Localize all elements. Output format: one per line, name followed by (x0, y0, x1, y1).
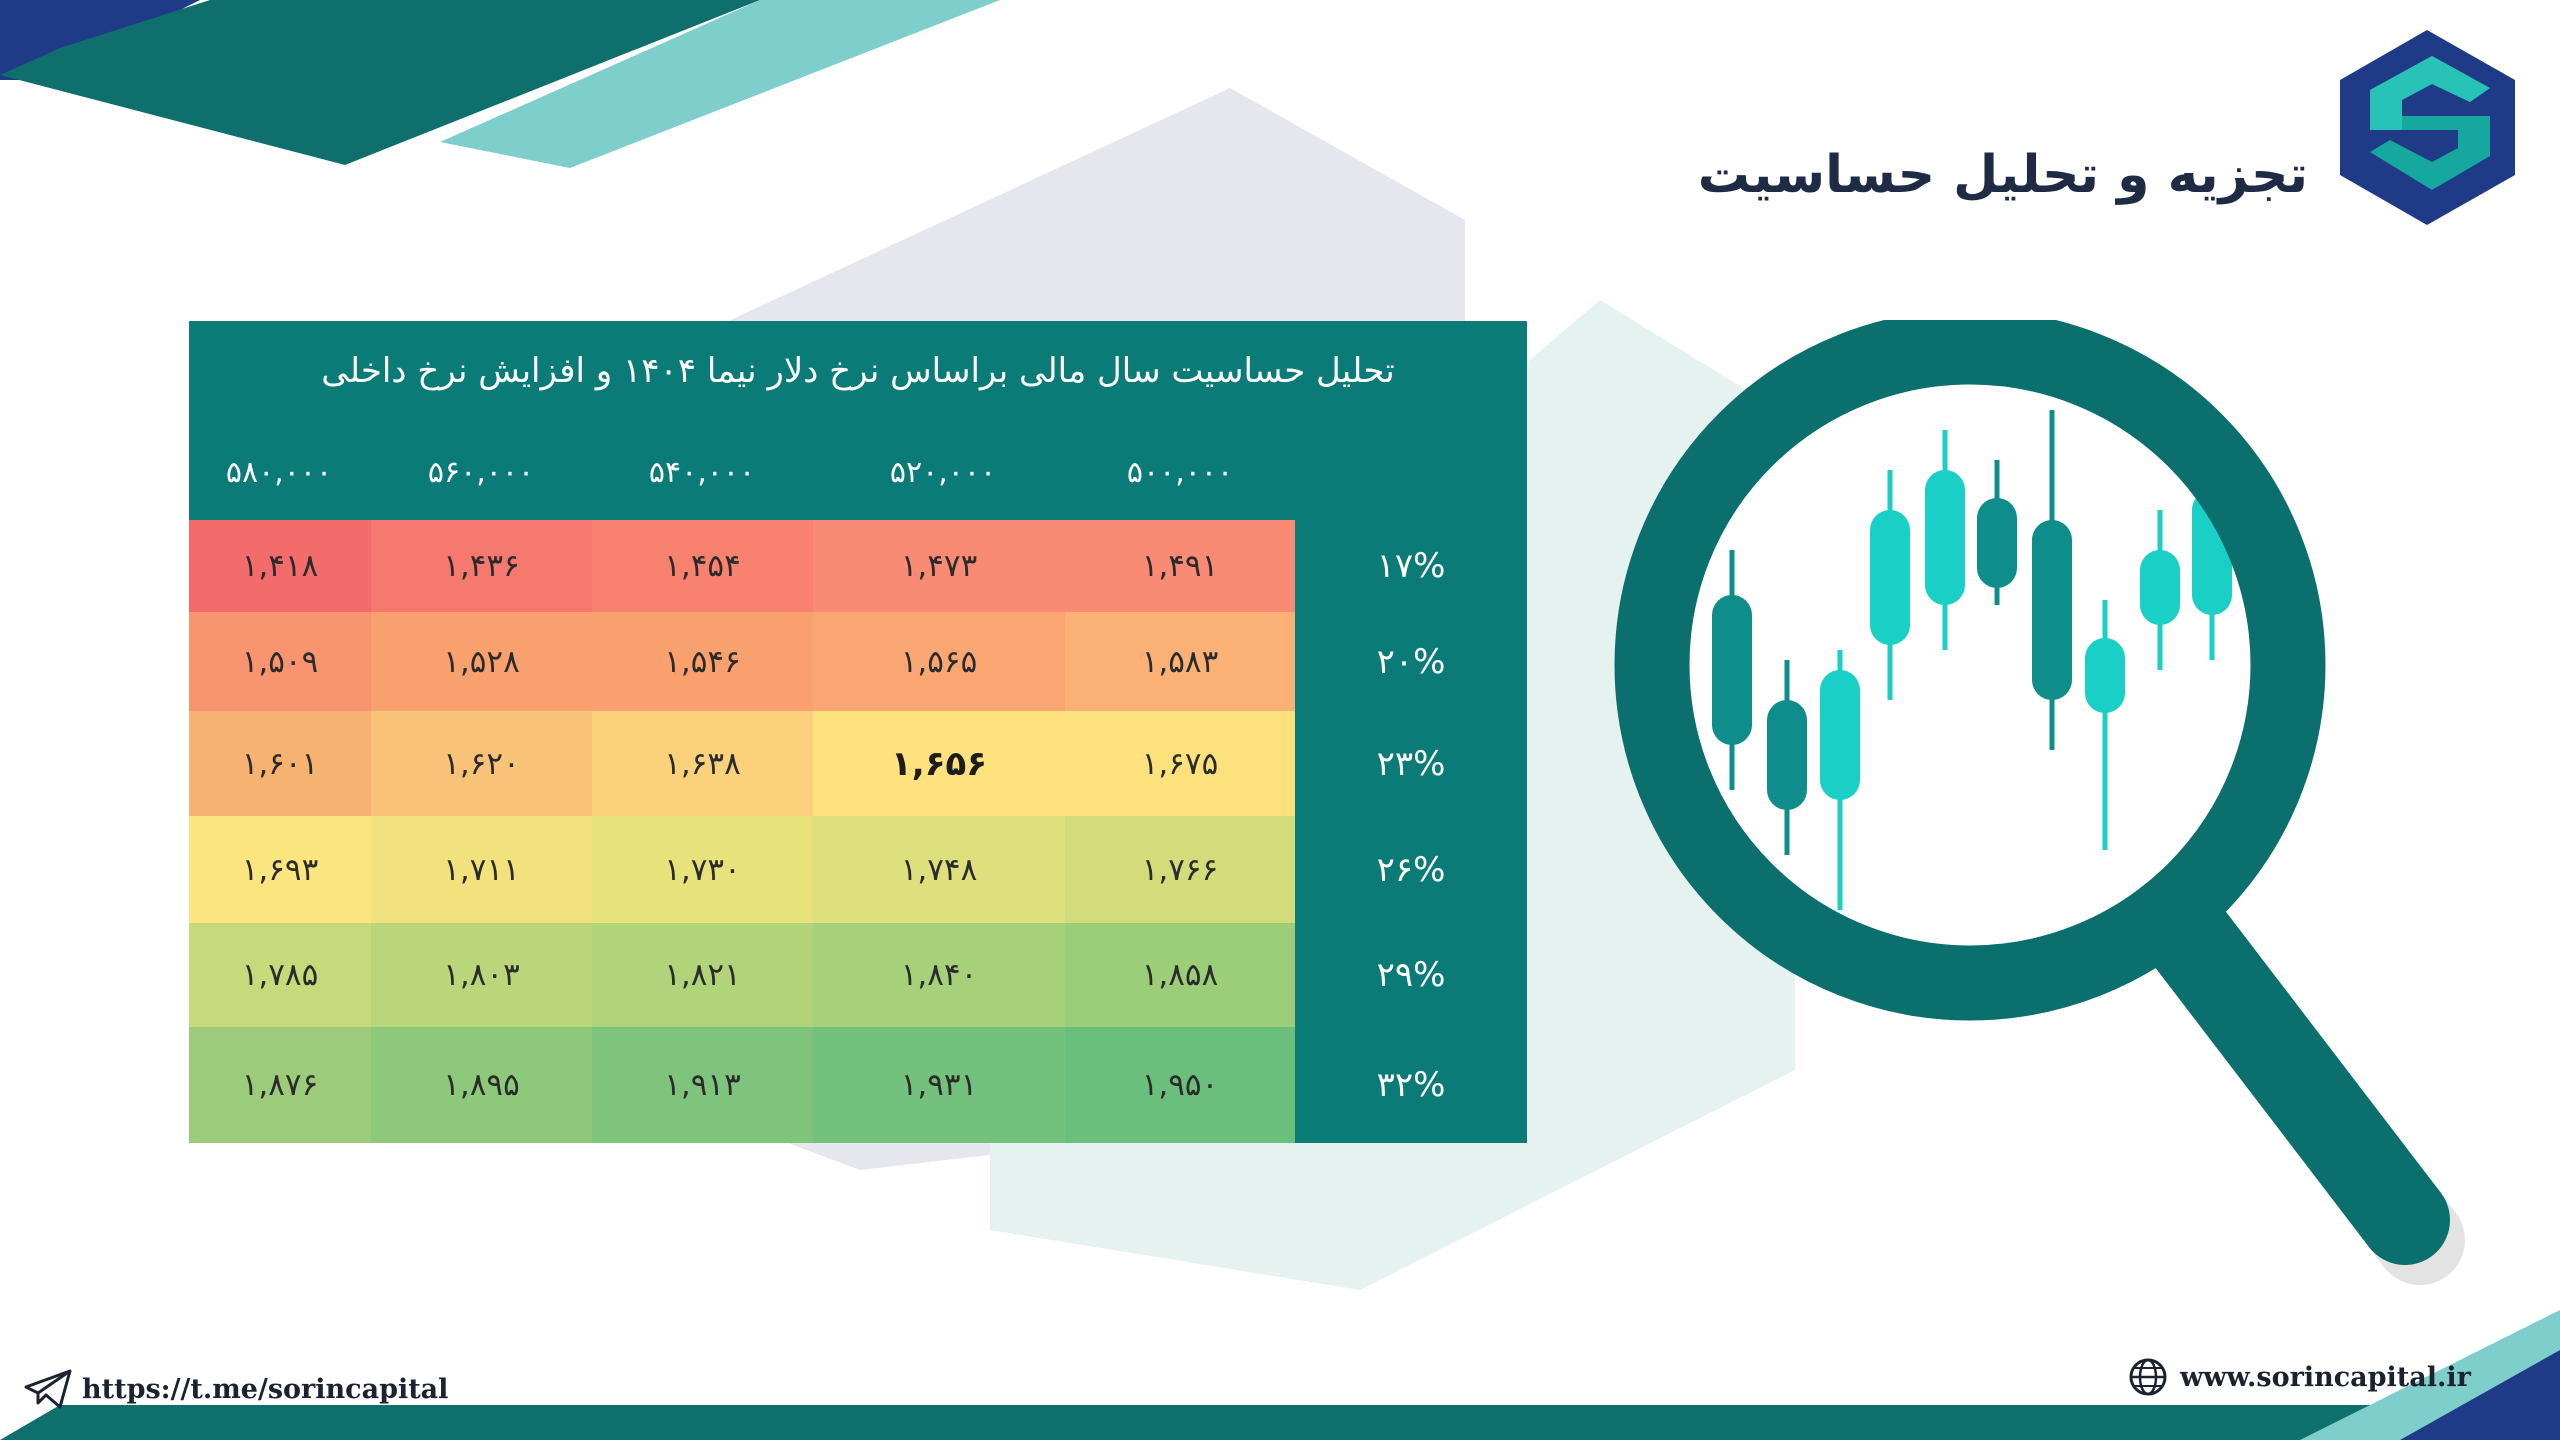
table-cell: ۱,۵۰۹ (189, 612, 371, 711)
table-cell: ۱,۷۶۶ (1065, 816, 1295, 923)
table-cell: ۱,۷۳۰ (592, 816, 813, 923)
sorin-capital-logo-icon (2340, 30, 2515, 225)
table-cell: ۱,۴۱۸ (189, 520, 371, 612)
telegram-link[interactable]: https://t.me/sorincapital (24, 1364, 448, 1414)
row-header: ۱۷% (1376, 546, 1446, 586)
table-cell: ۱,۹۳۱ (813, 1027, 1065, 1143)
table-cell: ۱,۷۴۸ (813, 816, 1065, 923)
table-cell: ۱,۸۴۰ (813, 923, 1065, 1027)
table-cell: ۱,۵۴۶ (592, 612, 813, 711)
table-cell: ۱,۸۹۵ (371, 1027, 592, 1143)
table-cell: ۱,۷۸۵ (189, 923, 371, 1027)
table-cell: ۱,۸۷۶ (189, 1027, 371, 1143)
row-header: ۲۰% (1376, 641, 1446, 682)
row-header: ۲۹% (1376, 955, 1446, 995)
table-cell: ۱,۴۳۶ (371, 520, 592, 612)
magnifier-candlestick-icon (1614, 320, 2465, 1285)
table-cell: ۱,۶۲۰ (371, 711, 592, 816)
table-cell-highlighted: ۱,۶۵۶ (813, 711, 1065, 816)
website-link-text: www.sorincapital.ir (2180, 1361, 2471, 1393)
row-header: ۲۳% (1376, 743, 1446, 784)
website-link[interactable]: www.sorincapital.ir (2128, 1352, 2471, 1402)
table-cell: ۱,۴۷۳ (813, 520, 1065, 612)
table-cell: ۱,۵۶۵ (813, 612, 1065, 711)
table-cell: ۱,۶۳۸ (592, 711, 813, 816)
column-header: ۵۸۰,۰۰۰ (225, 454, 333, 490)
column-header: ۵۰۰,۰۰۰ (1126, 454, 1234, 490)
table-cell: ۱,۹۵۰ (1065, 1027, 1295, 1143)
column-header: ۵۶۰,۰۰۰ (427, 454, 535, 490)
telegram-icon (24, 1369, 72, 1409)
page-title: تجزیه و تحلیل حساسیت (1697, 145, 2308, 205)
row-header: ۲۶% (1376, 849, 1446, 890)
table-cell: ۱,۶۰۱ (189, 711, 371, 816)
table-cell: ۱,۵۸۳ (1065, 612, 1295, 711)
table-cell: ۱,۸۵۸ (1065, 923, 1295, 1027)
table-cell: ۱,۶۹۳ (189, 816, 371, 923)
table-cell: ۱,۸۰۳ (371, 923, 592, 1027)
table-cell: ۱,۷۱۱ (371, 816, 592, 923)
table-cell: ۱,۹۱۳ (592, 1027, 813, 1143)
table-cell: ۱,۴۵۴ (592, 520, 813, 612)
column-header: ۵۴۰,۰۰۰ (648, 454, 756, 490)
globe-icon (2129, 1358, 2167, 1396)
table-cell: ۱,۶۷۵ (1065, 711, 1295, 816)
telegram-link-text: https://t.me/sorincapital (82, 1373, 449, 1405)
table-cell: ۱,۸۲۱ (592, 923, 813, 1027)
table-cell: ۱,۴۹۱ (1065, 520, 1295, 612)
column-header: ۵۲۰,۰۰۰ (889, 454, 997, 490)
table-cell: ۱,۵۲۸ (371, 612, 592, 711)
table-caption: تحلیل حساسیت سال مالی براساس نرخ دلار نی… (321, 351, 1395, 391)
row-header: ۳۲% (1376, 1065, 1446, 1105)
